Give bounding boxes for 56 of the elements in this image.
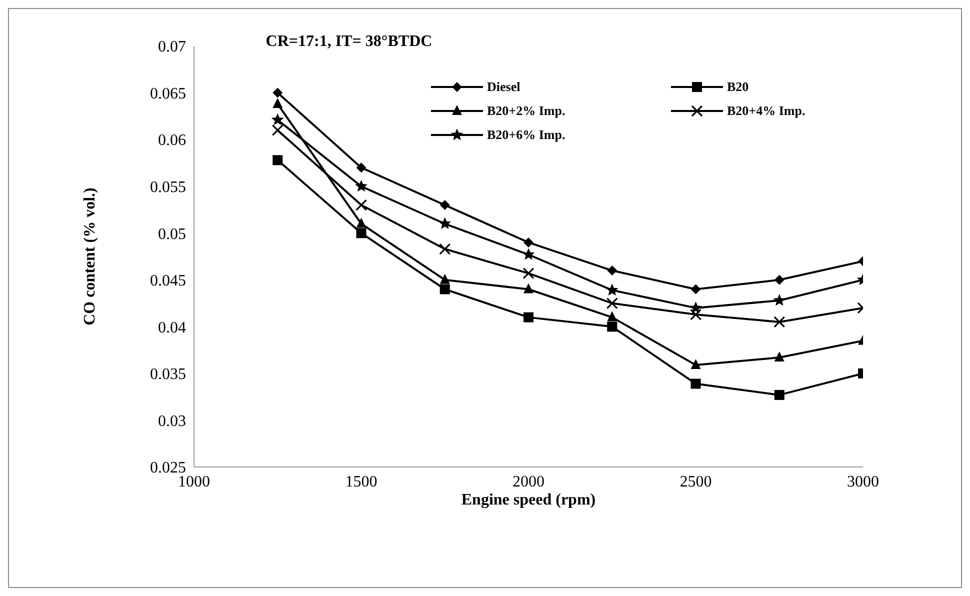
point (272, 155, 283, 166)
y-tick-label: 0.055 (150, 179, 186, 196)
legend-label: B20+2% Imp. (487, 103, 566, 119)
point (606, 284, 618, 296)
point (690, 284, 701, 294)
point (356, 228, 366, 238)
point (607, 322, 618, 332)
point (690, 378, 701, 389)
point (272, 88, 283, 98)
y-tick-label: 0.06 (158, 132, 186, 150)
y-tick-label: 0.07 (158, 38, 186, 56)
legend-label: B20+6% Imp. (487, 127, 566, 143)
y-tick-label: 0.03 (158, 412, 186, 430)
x-tick-label: 2500 (680, 473, 712, 490)
chart-title: CR=17:1, IT= 38°BTDC (266, 33, 432, 50)
point (356, 218, 366, 228)
y-tick-label: 0.045 (150, 272, 186, 290)
point (606, 297, 618, 310)
point (774, 274, 784, 285)
point (440, 200, 450, 210)
point (607, 311, 618, 322)
y-tick-label: 0.05 (158, 226, 186, 243)
y-axis-title: CO content (% vol.) (82, 188, 99, 326)
point (522, 248, 535, 260)
point (774, 352, 784, 362)
x-tick-label: 3000 (847, 473, 879, 490)
point (522, 268, 534, 280)
point (773, 294, 786, 306)
x-tick-label: 2000 (512, 473, 544, 490)
point (438, 217, 452, 230)
point (439, 243, 451, 255)
point (272, 124, 284, 136)
point (690, 308, 702, 320)
x-axis-title: Engine speed (rpm) (461, 491, 596, 508)
point (690, 359, 701, 370)
point (440, 284, 450, 294)
point (271, 113, 284, 126)
point (774, 316, 786, 328)
point (524, 312, 534, 322)
x-tick-label: 1500 (345, 473, 378, 490)
point (355, 199, 368, 211)
point (690, 301, 702, 314)
legend-label: Diesel (487, 79, 520, 95)
y-tick-label: 0.04 (158, 319, 186, 336)
point (774, 390, 784, 400)
y-tick-label: 0.035 (150, 366, 186, 384)
point (272, 98, 283, 108)
point (440, 274, 450, 284)
point (524, 283, 534, 294)
point (607, 266, 618, 276)
legend-label: B20+4% Imp. (727, 103, 806, 119)
point (524, 237, 534, 248)
point (355, 180, 368, 192)
point (356, 162, 366, 173)
y-tick-label: 0.065 (150, 85, 186, 102)
legend-label: B20 (727, 79, 749, 95)
